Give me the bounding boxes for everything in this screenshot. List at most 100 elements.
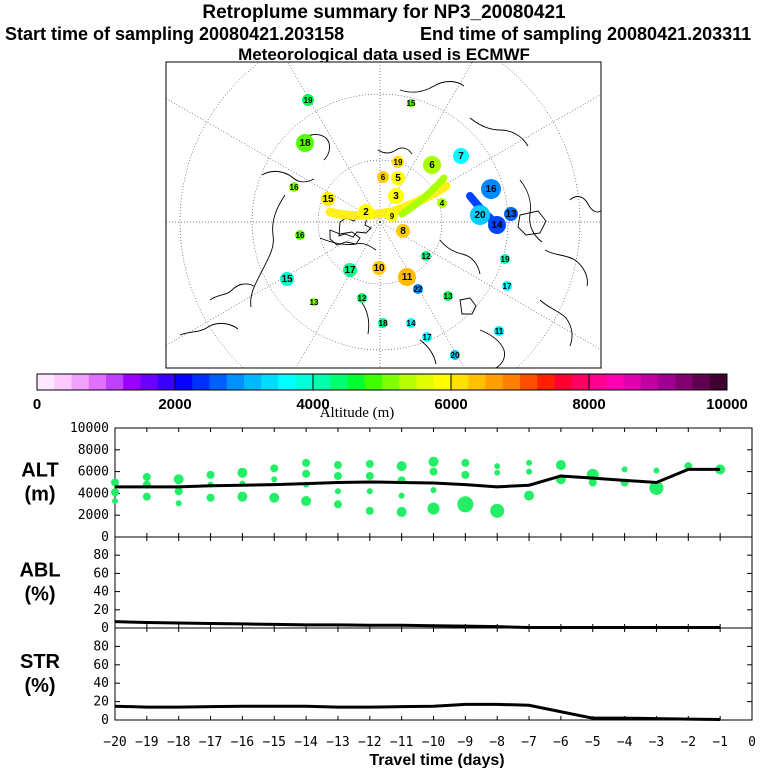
x-tick-label: −16: [231, 735, 254, 750]
latitude-circle: [317, 159, 443, 285]
plume-marker: [481, 179, 501, 199]
plume-marker: [494, 326, 504, 336]
plume-marker-label: 19: [304, 96, 313, 105]
plume-marker-label: 18: [299, 138, 311, 149]
y-tick-label: 8000: [78, 443, 109, 458]
plume-marker: [377, 171, 389, 183]
altitude-point: [111, 478, 119, 487]
altitude-point: [237, 491, 248, 502]
plume-marker: [453, 148, 469, 164]
plume-marker: [398, 268, 416, 286]
x-tick-label: −17: [199, 735, 222, 750]
colorbar-cell: [468, 374, 486, 390]
x-tick-label: −18: [167, 735, 190, 750]
chart-title: Retroplume summary for NP3_20080421: [202, 2, 566, 23]
meridian-line: [287, 62, 381, 223]
x-tick-label: −13: [326, 735, 349, 750]
plume-marker: [378, 318, 388, 328]
y-tick-label: 2000: [78, 508, 109, 523]
x-tick-label: −20: [103, 735, 126, 750]
x-tick-label: −9: [458, 735, 474, 750]
latitude-circle: [179, 62, 581, 368]
plume-marker-label: 17: [423, 333, 432, 342]
y-tick-label: 20: [93, 603, 109, 618]
plume-marker-label: 15: [322, 194, 334, 205]
altitude-point: [428, 456, 439, 467]
altitude-point: [524, 490, 535, 501]
altitude-point: [302, 469, 311, 478]
altitude-colorbar: 0 2000 4000 6000 8000 10000 Altitude (m): [33, 373, 748, 421]
y-axis-label: ABL: [19, 560, 60, 582]
colorbar-cell: [692, 374, 711, 390]
altitude-point: [427, 502, 440, 515]
plume-marker-label: 5: [395, 173, 401, 184]
plume-marker-label: 2: [363, 207, 369, 218]
altitude-point: [396, 506, 407, 517]
plume-marker: [502, 281, 512, 291]
plume-marker-label: 16: [296, 231, 305, 240]
colorbar-cell: [416, 374, 435, 390]
plume-marker-label: 13: [505, 209, 517, 220]
plume-marker-label: 13: [310, 298, 319, 307]
colorbar-cell: [658, 374, 676, 390]
altitude-point: [457, 496, 474, 513]
plume-marker: [413, 284, 423, 294]
x-tick-label: −14: [294, 735, 318, 750]
colorbar-cell: [554, 374, 573, 390]
colorbar-cell: [278, 374, 297, 390]
plume-marker-label: 15: [407, 99, 416, 108]
colorbar-cell: [347, 374, 366, 390]
plume-marker: [295, 230, 305, 240]
plume-marker-label: 4: [440, 199, 445, 208]
colorbar-cell: [37, 374, 55, 390]
colorbar-cell: [226, 374, 245, 390]
x-tick-label: −8: [489, 735, 505, 750]
x-tick-label: −19: [135, 735, 158, 750]
altitude-point: [271, 476, 278, 483]
colorbar-cell: [502, 374, 521, 390]
colorbar-cell: [140, 374, 159, 390]
plume-marker-label: 22: [414, 285, 423, 294]
altitude-point: [302, 458, 311, 467]
altitude-point: [142, 473, 151, 482]
plume-marker-label: 6: [429, 160, 435, 171]
plume-marker: [388, 188, 404, 204]
plume-marker: [357, 293, 367, 303]
altitude-point: [112, 498, 118, 505]
x-tick-label: 0: [748, 735, 756, 750]
colorbar-cell: [623, 374, 642, 390]
altitude-point: [206, 470, 215, 479]
colorbar-cell: [709, 374, 728, 390]
colorbar-cell: [606, 374, 624, 390]
plume-marker-label: 12: [358, 294, 367, 303]
x-tick-label: −7: [521, 735, 537, 750]
meridian-line: [379, 62, 473, 223]
altitude-point: [237, 467, 248, 478]
colorbar-cell: [295, 374, 314, 390]
plume-marker-label: 20: [474, 210, 486, 221]
altitude-point: [333, 461, 342, 470]
colorbar-cell: [399, 374, 417, 390]
y-tick-label: 0: [101, 713, 109, 728]
y-axis-label: (%): [24, 584, 55, 606]
plume-marker-label: 20: [451, 351, 460, 360]
altitude-line: [115, 467, 721, 489]
abl-panel: 0 20 40 60 80 ABL(%): [19, 536, 753, 636]
colorbar-cell: [520, 374, 538, 390]
colorbar-cell: [589, 374, 607, 390]
latitude-circle: [251, 93, 509, 351]
plume-marker-label: 10: [373, 263, 385, 274]
x-tick-label: −12: [358, 735, 381, 750]
altitude-point: [396, 461, 407, 472]
colorbar-cell: [244, 374, 262, 390]
altitude-point: [494, 463, 501, 470]
y-axis-label: ALT: [21, 460, 58, 482]
plume-marker: [289, 182, 299, 192]
x-axis-label: Travel time (days): [369, 752, 504, 768]
y-tick-label: 40: [93, 585, 109, 600]
colorbar-tick-label: 2000: [158, 396, 191, 413]
panel-frame: [114, 536, 753, 629]
meridian-line: [295, 221, 381, 368]
colorbar-cell: [364, 374, 383, 390]
plume-marker-label: 7: [458, 151, 464, 162]
